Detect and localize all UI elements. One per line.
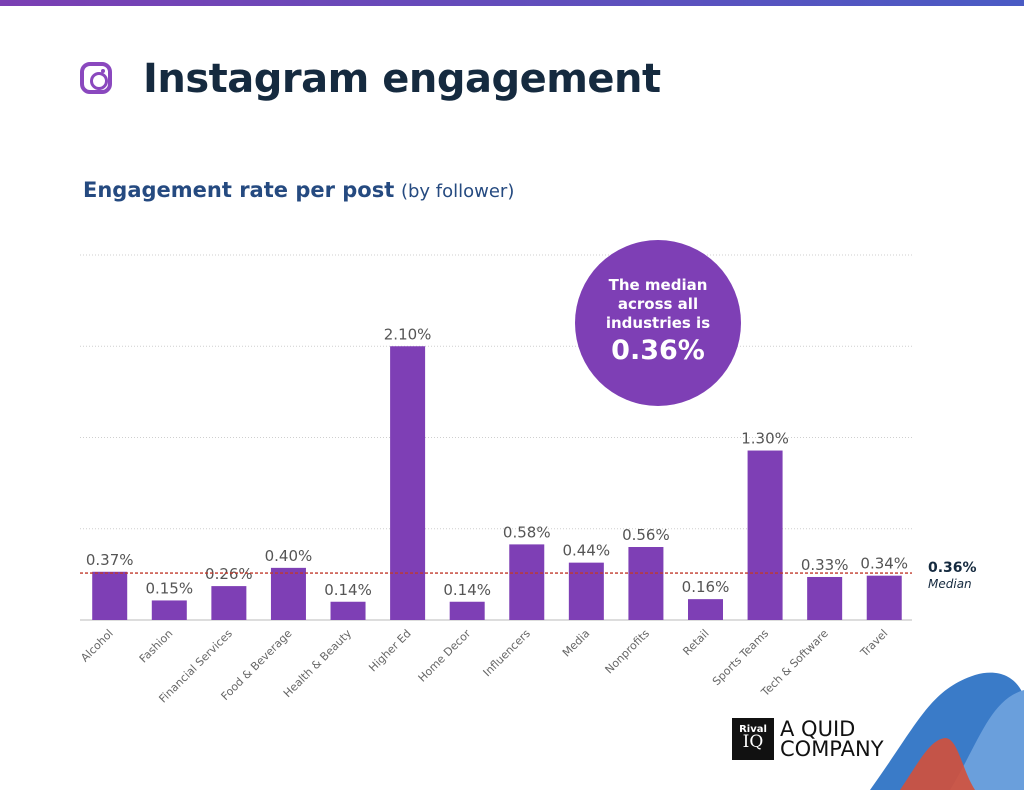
data-label: 2.10% — [384, 325, 432, 343]
chart-title: Engagement rate per post (by follower) — [83, 178, 514, 202]
instagram-icon — [80, 62, 112, 94]
bar-media — [568, 562, 604, 620]
x-tick-label: Fashion — [137, 627, 176, 666]
data-label: 0.34% — [860, 555, 908, 573]
x-tick-label: Retail — [680, 627, 711, 658]
median-callout: The median across all industries is 0.36… — [575, 240, 741, 406]
data-label: 0.44% — [563, 542, 611, 560]
bar-health-beauty — [330, 601, 366, 620]
data-label: 0.33% — [801, 556, 849, 574]
x-tick-label: Travel — [857, 627, 890, 660]
decor-wave-lightblue — [950, 690, 1024, 790]
callout-text: The median across all industries is — [605, 276, 711, 332]
x-tick-label: Sports Teams — [710, 627, 771, 688]
chart-title-main: Engagement rate per post — [83, 178, 395, 202]
bar-travel — [866, 575, 902, 620]
x-tick-label: Nonprofits — [603, 627, 653, 677]
data-label: 0.14% — [443, 581, 491, 599]
median-value-label: 0.36% — [928, 560, 977, 576]
data-label: 0.15% — [145, 579, 193, 597]
data-label: 0.16% — [682, 578, 730, 596]
bar-alcohol — [92, 571, 128, 620]
page-title: Instagram engagement — [143, 56, 661, 102]
bar-higher-ed — [390, 346, 426, 620]
data-label: 0.40% — [265, 547, 313, 565]
rival-iq-logo: Rival IQ A QUID COMPANY — [732, 718, 884, 760]
data-label: 0.56% — [622, 526, 670, 544]
median-caption: Median — [928, 577, 972, 591]
bar-financial-services — [211, 586, 247, 620]
bar-nonprofits — [628, 547, 664, 620]
bar-tech-software — [807, 576, 843, 620]
bar-influencers — [509, 544, 545, 620]
data-label: 0.58% — [503, 523, 551, 541]
bar-retail — [688, 599, 723, 620]
data-label: 0.14% — [324, 581, 372, 599]
x-tick-label: Alcohol — [78, 627, 116, 665]
top-accent-bar — [0, 0, 1024, 6]
data-label: 1.30% — [741, 430, 789, 448]
x-tick-label: Home Decor — [416, 627, 474, 685]
bar-home-decor — [449, 601, 485, 620]
data-label: 0.37% — [86, 551, 134, 569]
callout-value: 0.36% — [611, 335, 705, 366]
bar-food-beverage — [270, 567, 306, 620]
x-tick-label: Media — [560, 627, 593, 660]
chart-title-suffix: (by follower) — [400, 181, 515, 202]
decor-wave-red — [900, 738, 975, 790]
bar-sports-teams — [747, 450, 783, 620]
bar-fashion — [151, 600, 187, 620]
x-tick-label: Influencers — [481, 627, 533, 679]
x-tick-label: Higher Ed — [366, 627, 413, 674]
data-label: 0.26% — [205, 565, 253, 583]
